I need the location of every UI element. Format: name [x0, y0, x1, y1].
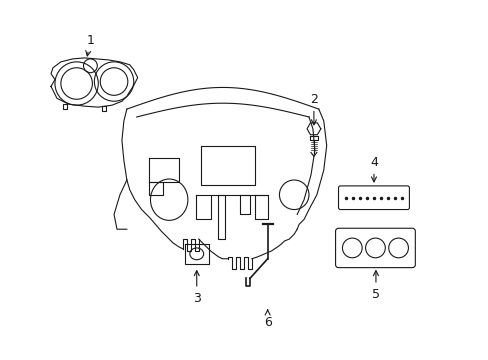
FancyBboxPatch shape: [338, 186, 408, 210]
Text: 5: 5: [371, 271, 379, 301]
Text: 3: 3: [192, 271, 200, 305]
Text: 2: 2: [309, 93, 317, 125]
Text: 6: 6: [263, 310, 271, 329]
Text: 4: 4: [369, 156, 377, 182]
Text: 1: 1: [85, 34, 94, 56]
FancyBboxPatch shape: [335, 228, 414, 267]
